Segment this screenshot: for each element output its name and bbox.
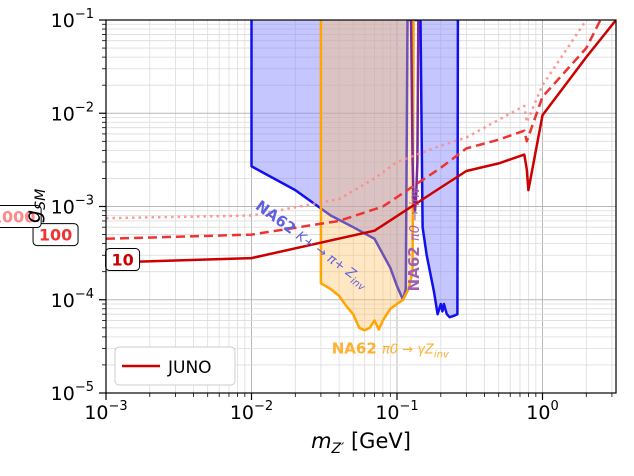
y-tick-label: 10−2 [51, 100, 94, 125]
legend-box [114, 346, 236, 386]
curve-label-1: 100 [39, 226, 72, 245]
x-tick-label: 100 [526, 399, 558, 424]
series-line-1 [106, 20, 602, 241]
curve-label-box-2 [0, 205, 42, 229]
curve-label-box-1 [32, 223, 79, 247]
region-outline-1 [319, 20, 415, 332]
region-outline-0 [250, 20, 460, 319]
x-tick-label: 10−1 [375, 399, 418, 424]
sensitivity-curves [106, 20, 616, 264]
region-fill-1 [320, 20, 414, 331]
y-tick-label: 10−5 [51, 380, 94, 405]
y-tick-label: 10−4 [51, 287, 94, 312]
axis-ticks: 10−3 10−2 10−1 100 10−5 10−4 10−3 10−2 10−1 [51, 7, 613, 424]
x-tick-label: 10−2 [230, 399, 273, 424]
y-tick-label: 10−1 [51, 7, 94, 32]
region-outline-2 [409, 20, 420, 213]
legend-label-juno: JUNO [167, 358, 212, 378]
grid [105, 19, 616, 394]
x-axis-label: mZ′ [GeV] [311, 429, 411, 457]
series-line-0 [106, 20, 616, 264]
experiment-label-2: NA62 π0 → inv [405, 186, 423, 291]
curve-label-0: 10 [111, 251, 133, 270]
experiment-label-1: NA62 π0 → γZinv [332, 340, 450, 361]
legend: JUNO [114, 346, 236, 386]
y-axis-label: gSM [21, 189, 49, 223]
y-tick-label: 10−3 [51, 194, 94, 219]
x-tick-label: 10−3 [84, 399, 127, 424]
exclusion-regions [250, 20, 460, 332]
